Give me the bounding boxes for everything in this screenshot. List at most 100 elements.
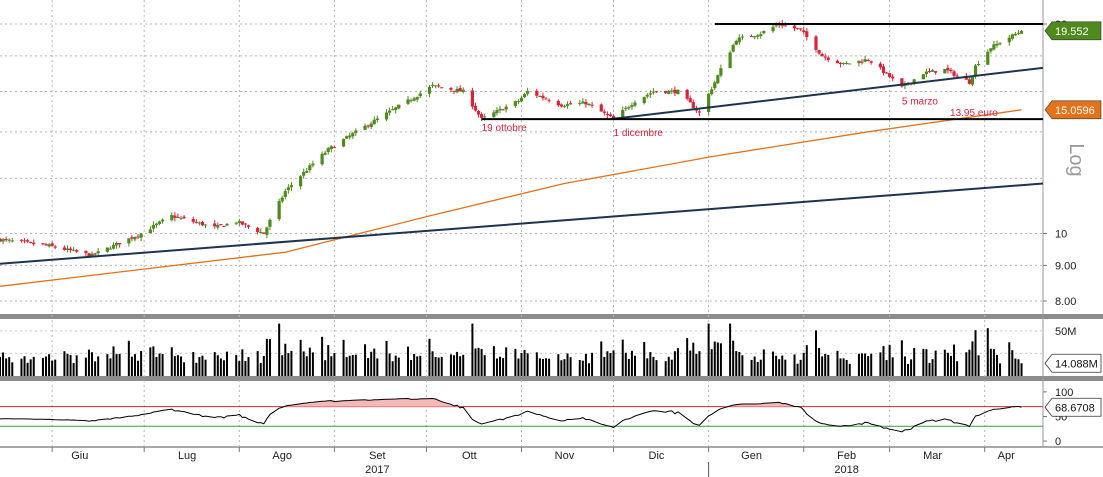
volume-bar [569,357,572,376]
volume-bar [560,360,563,376]
volume-bar [262,356,265,376]
candle-body [461,89,465,92]
volume-bar [201,355,204,376]
candle-body [53,246,57,248]
volume-bar [437,357,440,376]
candle-body [685,89,689,99]
volume-bar [713,341,716,376]
candle-body [762,30,766,34]
volume-bar [413,354,416,376]
volume-bar [26,362,29,376]
volume-bar [781,355,784,376]
volume-bar [750,359,753,376]
candle-body [200,221,205,226]
candle-body [139,233,143,238]
x-axis-month-label: Nov [555,450,575,462]
candle-body [952,71,956,76]
volume-bar [226,351,229,376]
candle-body [943,68,947,74]
volume-bar [805,345,808,376]
volume-bar [268,339,271,376]
candle-body [87,253,91,257]
volume-bar [719,343,722,376]
candle-body [728,52,732,69]
candle-body [311,163,315,166]
candle-body [522,93,527,98]
candle-body [611,115,616,119]
candle-body [912,79,916,84]
candle-body [568,103,573,105]
volume-bar [655,360,658,376]
rsi-last-tag-text: 68.6708 [1055,402,1095,414]
candle-body [111,244,116,249]
candle-body [888,73,892,77]
volume-bar [388,353,391,376]
candle-body [835,60,840,64]
volume-bar [879,352,882,376]
candle-body [406,99,410,104]
candle-body [363,125,367,130]
volume-bar [41,357,44,376]
candle-body [323,152,327,155]
candle-body [930,70,935,72]
candle-body [455,88,459,93]
candle-body [814,36,818,50]
candle-body [286,187,290,191]
volume-bar [839,358,842,376]
volume-bar [321,336,324,376]
volume-bar [130,356,133,376]
volume-bar [965,352,968,376]
candle-body [176,216,180,218]
volume-bar [538,358,541,376]
candle-body [737,37,741,43]
volume-bar [867,356,870,376]
volume-bar [428,338,431,376]
candle-body [299,176,303,187]
volume-bar [778,359,781,376]
candle-body [136,236,140,238]
volume-bar [256,351,259,376]
candle-body [440,87,444,89]
volume-bar [118,353,121,376]
volume-bar [394,355,397,376]
volume-bar [584,353,587,376]
volume-bar [106,354,109,376]
volume-bar [2,352,5,376]
volume-bar [219,358,222,376]
candle-body [848,63,852,65]
candle-body [160,219,165,222]
candle-body [946,67,950,71]
volume-bar [603,356,606,376]
candle-body [19,239,24,241]
candle-body [157,221,162,224]
volume-bar [183,362,186,376]
candle-body [41,243,45,245]
volume-bar [51,360,54,376]
candle-body [394,107,398,110]
volume-bar [630,350,633,376]
candle-body [170,215,174,221]
volume-last-tag-text: 14.088M [1055,358,1098,370]
volume-bar [600,341,603,376]
volume-bar [48,354,51,376]
volume-bar [505,347,508,376]
volume-bar [416,356,419,376]
volume-bar [152,346,155,376]
candle-body [691,102,695,109]
candle-body [795,28,800,30]
volume-bar [1014,358,1017,376]
candle-body [535,90,539,96]
candle-body [262,232,266,234]
volume-bar [735,351,738,376]
candle-body [348,135,352,138]
volume-bar [84,357,87,376]
volume-bar [741,355,744,376]
candle-body [280,197,284,202]
candle-body [707,93,711,112]
rsi-overbought-fill [0,398,1022,407]
candle-body [498,108,502,111]
candle-body [581,101,585,104]
volume-bar [557,354,560,376]
volume-bar [158,353,161,376]
